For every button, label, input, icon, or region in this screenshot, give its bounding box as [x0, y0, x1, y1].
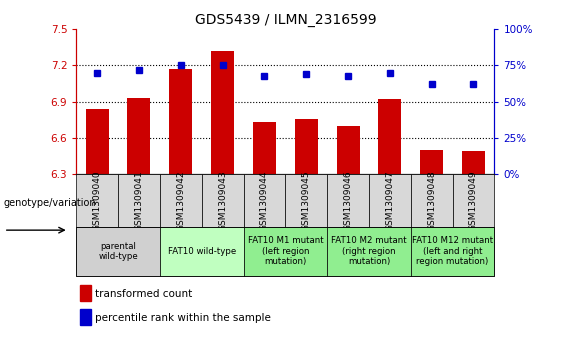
Bar	[170, 69, 192, 174]
Bar	[327, 227, 411, 276]
Bar	[379, 99, 401, 174]
Text: GSM1309045: GSM1309045	[302, 170, 311, 231]
Text: transformed count: transformed count	[95, 289, 192, 299]
Bar	[128, 98, 150, 174]
Bar	[337, 126, 359, 174]
Bar	[453, 174, 494, 227]
Text: GSM1309042: GSM1309042	[176, 170, 185, 231]
Bar	[80, 285, 91, 301]
Bar	[411, 227, 494, 276]
Bar	[160, 174, 202, 227]
Text: FAT10 M2 mutant
(right region
mutation): FAT10 M2 mutant (right region mutation)	[331, 236, 407, 266]
Text: parental
wild-type: parental wild-type	[98, 242, 138, 261]
Text: FAT10 M12 mutant
(left and right
region mutation): FAT10 M12 mutant (left and right region …	[412, 236, 493, 266]
Bar	[211, 51, 234, 174]
Bar	[285, 174, 327, 227]
Text: GSM1309047: GSM1309047	[385, 170, 394, 231]
Bar	[327, 174, 369, 227]
Text: FAT10 M1 mutant
(left region
mutation): FAT10 M1 mutant (left region mutation)	[247, 236, 323, 266]
Text: percentile rank within the sample: percentile rank within the sample	[95, 313, 271, 323]
Text: FAT10 wild-type: FAT10 wild-type	[168, 247, 236, 256]
Text: GSM1309044: GSM1309044	[260, 170, 269, 231]
Bar	[369, 174, 411, 227]
Bar	[420, 150, 443, 174]
Bar	[253, 122, 276, 174]
Text: GSM1309046: GSM1309046	[344, 170, 353, 231]
Bar	[86, 109, 108, 174]
Bar	[76, 174, 118, 227]
Title: GDS5439 / ILMN_2316599: GDS5439 / ILMN_2316599	[194, 13, 376, 26]
Bar	[462, 151, 485, 174]
Bar	[118, 174, 160, 227]
Bar	[76, 227, 160, 276]
Text: GSM1309040: GSM1309040	[93, 170, 102, 231]
Bar	[244, 174, 285, 227]
Bar	[244, 227, 327, 276]
Bar	[202, 174, 244, 227]
Bar	[160, 227, 244, 276]
Text: GSM1309048: GSM1309048	[427, 170, 436, 231]
Text: GSM1309049: GSM1309049	[469, 170, 478, 231]
Bar	[411, 174, 453, 227]
Text: genotype/variation: genotype/variation	[4, 198, 97, 208]
Bar	[80, 309, 91, 325]
Text: GSM1309043: GSM1309043	[218, 170, 227, 231]
Bar	[295, 119, 318, 174]
Text: GSM1309041: GSM1309041	[134, 170, 144, 231]
